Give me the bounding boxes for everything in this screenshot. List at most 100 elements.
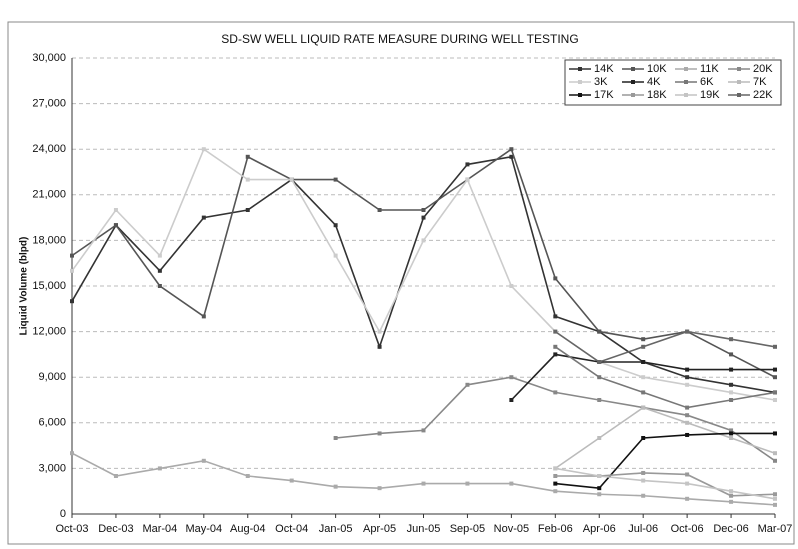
- legend-label: 7K: [753, 76, 767, 88]
- point-marker: [421, 238, 426, 243]
- point-marker: [685, 496, 690, 501]
- point-marker: [597, 360, 602, 364]
- point-marker: [465, 177, 470, 182]
- y-tick-label: 24,000: [32, 143, 66, 155]
- point-marker: [553, 344, 558, 349]
- point-marker: [729, 428, 734, 433]
- point-marker: [245, 474, 250, 478]
- point-marker: [289, 177, 294, 182]
- point-marker: [641, 405, 646, 410]
- y-tick-label: 27,000: [32, 98, 66, 110]
- point-marker: [773, 451, 777, 456]
- y-tick-label: 9,000: [38, 371, 66, 383]
- point-marker: [553, 390, 558, 395]
- point-marker: [70, 268, 74, 273]
- point-marker: [685, 472, 690, 477]
- point-marker: [685, 382, 690, 387]
- legend-marker: [684, 93, 688, 97]
- point-marker: [157, 284, 162, 288]
- point-marker: [685, 420, 690, 425]
- point-marker: [553, 314, 558, 319]
- point-marker: [245, 177, 250, 182]
- point-marker: [597, 474, 602, 478]
- point-marker: [377, 329, 382, 334]
- y-tick-label: 30,000: [32, 52, 66, 64]
- point-marker: [729, 489, 734, 494]
- point-marker: [597, 492, 602, 497]
- legend-marker: [631, 93, 635, 97]
- point-marker: [641, 375, 646, 380]
- point-marker: [70, 299, 74, 304]
- point-marker: [333, 484, 338, 489]
- point-marker: [641, 344, 646, 349]
- x-tick-label: Mar-04: [142, 523, 177, 535]
- legend-label: 19K: [700, 89, 720, 101]
- x-tick-label: Apr-05: [363, 523, 396, 535]
- x-tick-label: Dec-06: [713, 523, 748, 535]
- point-marker: [685, 405, 690, 410]
- point-marker: [245, 208, 250, 212]
- legend-label: 11K: [700, 63, 719, 75]
- point-marker: [729, 499, 734, 504]
- series-line: [555, 432, 775, 489]
- point-marker: [641, 478, 646, 483]
- y-tick-label: 18,000: [32, 234, 66, 246]
- point-marker: [685, 413, 690, 418]
- x-tick-label: Jul-06: [628, 523, 658, 535]
- x-tick-label: Oct-04: [275, 523, 308, 535]
- point-marker: [773, 502, 777, 507]
- legend-marker: [737, 80, 741, 84]
- point-marker: [729, 398, 734, 402]
- point-marker: [773, 458, 777, 463]
- point-marker: [377, 344, 382, 349]
- point-marker: [773, 344, 777, 349]
- point-marker: [201, 458, 206, 463]
- point-marker: [113, 208, 118, 212]
- legend-marker: [578, 93, 582, 97]
- point-marker: [773, 390, 777, 395]
- point-marker: [773, 367, 777, 372]
- x-tick-label: Jan-05: [319, 523, 353, 535]
- point-marker: [597, 375, 602, 380]
- point-marker: [597, 398, 602, 402]
- point-marker: [377, 486, 382, 491]
- x-tick-label: Dec-03: [98, 523, 133, 535]
- point-marker: [70, 253, 74, 258]
- point-marker: [377, 431, 382, 436]
- legend-marker: [631, 80, 635, 84]
- point-marker: [597, 486, 602, 491]
- series-line: [554, 346, 776, 409]
- point-marker: [245, 154, 250, 159]
- legend-marker: [631, 67, 635, 71]
- point-marker: [509, 398, 514, 402]
- point-marker: [113, 474, 118, 478]
- point-marker: [729, 367, 734, 372]
- point-marker: [157, 253, 162, 258]
- series-line: [554, 406, 776, 470]
- point-marker: [729, 493, 734, 498]
- point-marker: [729, 390, 734, 395]
- y-tick-label: 15,000: [32, 280, 66, 292]
- y-tick-label: 0: [60, 508, 66, 520]
- point-marker: [509, 481, 514, 486]
- legend-marker: [737, 67, 741, 71]
- series-line: [555, 467, 776, 500]
- x-tick-label: Mar-07: [758, 523, 793, 535]
- point-marker: [685, 432, 690, 437]
- point-marker: [333, 253, 338, 258]
- legend-label: 22K: [753, 89, 773, 101]
- point-marker: [641, 360, 646, 364]
- legend-label: 10K: [647, 63, 667, 75]
- legend-marker: [578, 80, 582, 84]
- point-marker: [729, 431, 734, 436]
- series-line: [554, 330, 776, 363]
- point-marker: [509, 147, 514, 152]
- x-tick-label: Jun-05: [407, 523, 441, 535]
- legend-label: 4K: [647, 76, 661, 88]
- legend-marker: [684, 67, 688, 71]
- point-marker: [597, 329, 602, 334]
- legend-label: 20K: [753, 63, 773, 75]
- point-marker: [553, 466, 558, 471]
- legend-label: 18K: [647, 89, 667, 101]
